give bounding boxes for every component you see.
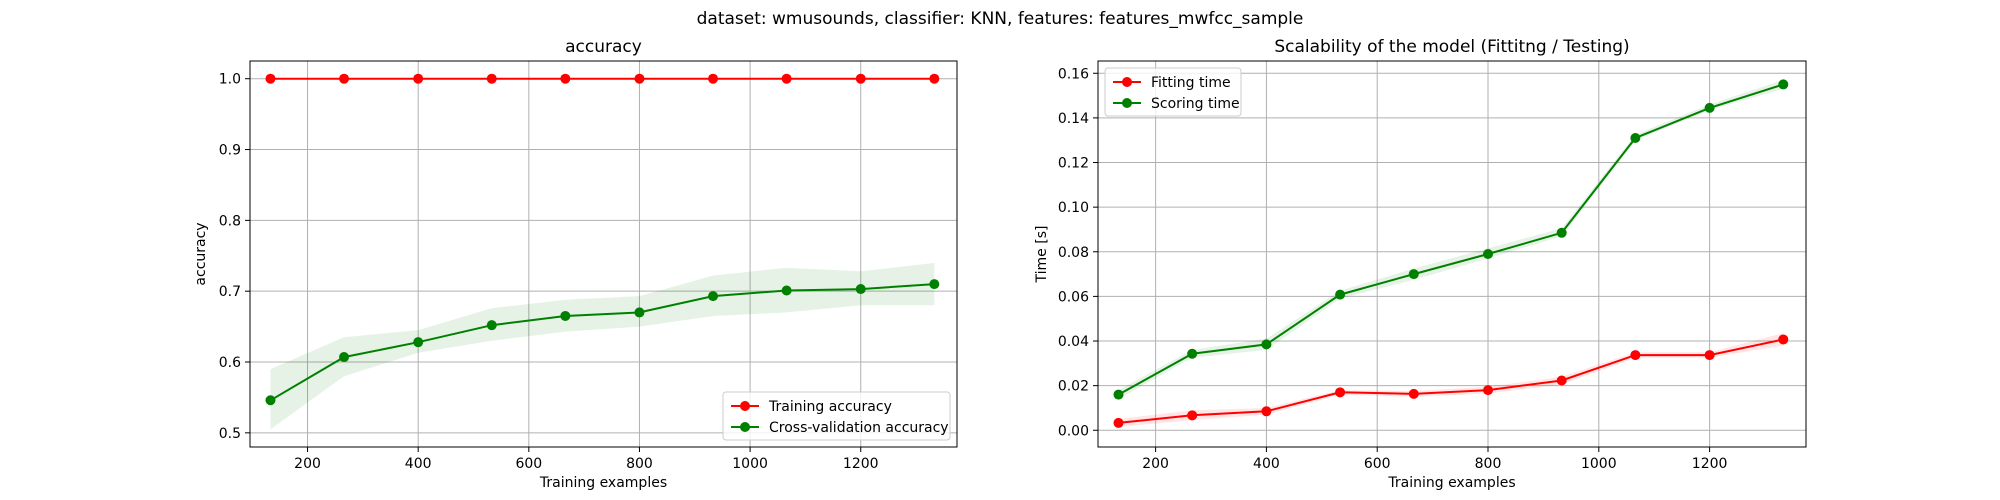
data-point [1335,387,1346,398]
legend-label: Training accuracy [768,399,892,415]
data-point [486,73,497,84]
y-tick-label: 0.08 [1058,245,1089,261]
data-point [265,73,276,84]
y-axis-label: Time [s] [1034,226,1050,284]
data-point [265,395,276,406]
x-tick-label: 800 [1475,456,1502,472]
data-point [1778,334,1789,345]
data-point [634,73,645,84]
data-point [1483,249,1494,259]
legend-box [722,391,951,441]
legend-marker [1122,77,1132,87]
data-point [1704,350,1715,361]
axes-frame [1097,60,1807,448]
data-point [1261,406,1272,417]
x-tick-label: 600 [1364,456,1391,472]
series-line [269,283,935,402]
y-tick-label: 0.9 [219,143,241,159]
data-point [1556,375,1567,386]
x-tick-label: 1000 [1581,456,1617,472]
data-point [339,73,350,84]
chart-title: accuracy [565,37,642,57]
series-band [1118,333,1784,427]
x-tick-label: 200 [294,456,321,472]
data-point [781,285,792,296]
data-point [1408,269,1419,280]
legend-label: Cross-validation accuracy [769,420,949,436]
series-line [1118,83,1784,396]
data-point [1483,385,1494,396]
x-tick-label: 1000 [732,456,768,472]
data-point [560,73,571,84]
data-point [1113,389,1124,400]
data-point [1187,348,1198,359]
y-tick-label: 0.6 [219,355,241,371]
x-tick-label: 400 [1253,456,1280,472]
axes-frame [249,60,958,448]
data-point [1408,388,1419,399]
data-point [855,284,866,295]
y-tick-label: 0.5 [219,426,241,442]
x-axis-label: Training examples [539,475,667,491]
y-axis-label: accuracy [193,222,209,285]
data-point [929,73,940,84]
data-point [929,279,940,290]
data-point [1113,417,1124,428]
y-tick-label: 0.10 [1058,200,1089,216]
y-tick-label: 0.04 [1058,334,1089,350]
y-tick-label: 0.12 [1058,156,1089,172]
x-tick-label: 800 [626,456,653,472]
legend-marker [740,401,750,411]
y-tick-label: 0.00 [1058,423,1089,439]
series-line [1118,338,1784,424]
data-point [1556,227,1567,238]
figure-suptitle: dataset: wmusounds, classifier: KNN, fea… [697,9,1304,29]
series-band [1118,80,1784,399]
x-tick-label: 400 [405,456,432,472]
data-point [1778,79,1789,90]
data-point [560,310,571,321]
x-tick-label: 1200 [843,456,879,472]
legend-label: Fitting time [1151,75,1231,91]
x-tick-label: 200 [1142,456,1169,472]
data-point [413,337,424,348]
data-point [486,320,497,331]
y-tick-label: 0.14 [1058,111,1089,127]
y-tick-label: 0.02 [1058,379,1089,395]
legend-marker [740,422,750,432]
legend-label: Scoring time [1151,96,1240,112]
data-point [1630,132,1641,143]
data-point [634,307,645,318]
y-tick-label: 0.16 [1058,66,1089,82]
data-point [1704,102,1715,113]
series-band [270,262,935,430]
x-tick-label: 1200 [1692,456,1728,472]
data-point [1630,350,1641,361]
x-axis-label: Training examples [1387,475,1515,491]
y-tick-label: 0.7 [219,284,241,300]
data-point [1261,339,1272,350]
data-point [339,352,350,363]
y-tick-label: 0.06 [1058,289,1089,305]
data-point [413,73,424,84]
legend-marker [1122,98,1132,108]
chart-title: Scalability of the model (Fittitng / Tes… [1274,37,1629,57]
x-tick-label: 600 [515,456,542,472]
data-point [708,73,719,84]
y-tick-label: 0.8 [219,213,241,229]
y-tick-label: 1.0 [219,72,241,88]
data-point [708,291,719,302]
data-point [1335,289,1346,300]
data-point [1187,410,1198,421]
data-point [781,73,792,84]
data-point [855,73,866,84]
